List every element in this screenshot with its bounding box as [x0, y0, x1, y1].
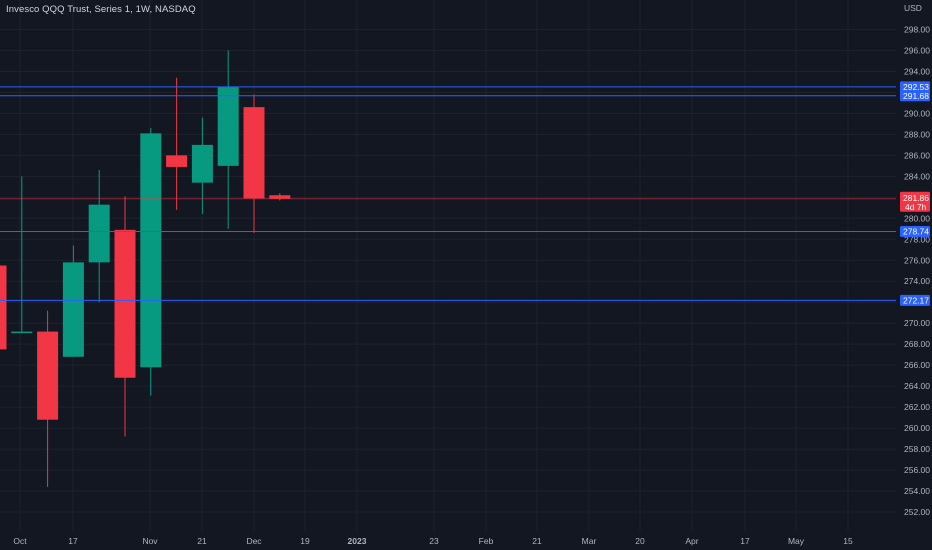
- x-tick-label: Nov: [142, 536, 158, 546]
- x-tick-label: May: [788, 536, 805, 546]
- last-price-tag: [900, 191, 930, 212]
- y-tick-label: 276.00: [904, 255, 930, 265]
- y-tick-label: 290.00: [904, 108, 930, 118]
- y-tick-label: 268.00: [904, 339, 930, 349]
- chart-title: Invesco QQQ Trust, Series 1, 1W, NASDAQ: [6, 4, 196, 15]
- candle-body: [243, 107, 265, 199]
- candle-body: [191, 144, 213, 183]
- level-price-label: 292.53: [903, 82, 929, 92]
- candle-body: [114, 229, 136, 378]
- candle-body: [217, 87, 239, 166]
- y-tick-label: 294.00: [904, 66, 930, 76]
- candle-body: [166, 155, 188, 167]
- y-tick-label: 256.00: [904, 465, 930, 475]
- x-tick-label: 15: [843, 536, 853, 546]
- x-tick-label: 17: [68, 536, 78, 546]
- level-price-tag: [900, 90, 930, 102]
- candle-body: [62, 262, 84, 357]
- y-tick-label: 252.00: [904, 507, 930, 517]
- y-tick-label: 254.00: [904, 486, 930, 496]
- level-price-label: 272.17: [903, 295, 929, 305]
- level-price-label: 291.68: [903, 91, 929, 101]
- x-tick-label: Dec: [246, 536, 262, 546]
- candle-body: [88, 204, 110, 263]
- y-tick-label: 284.00: [904, 171, 930, 181]
- y-tick-label: 258.00: [904, 444, 930, 454]
- y-tick-label: 266.00: [904, 360, 930, 370]
- y-tick-label: 296.00: [904, 45, 930, 55]
- x-tick-label: 21: [197, 536, 207, 546]
- level-price-tag: [900, 294, 930, 306]
- x-tick-label: Mar: [582, 536, 597, 546]
- bar-countdown-label: 4d 7h: [905, 202, 927, 212]
- x-tick-label: 19: [300, 536, 310, 546]
- y-tick-label: 286.00: [904, 150, 930, 160]
- x-tick-label: Feb: [479, 536, 494, 546]
- y-tick-label: 280.00: [904, 213, 930, 223]
- candle-body: [269, 195, 291, 199]
- y-tick-label: 274.00: [904, 276, 930, 286]
- x-tick-label: Apr: [685, 536, 698, 546]
- x-tick-label: 17: [740, 536, 750, 546]
- candle-body: [11, 331, 33, 334]
- y-tick-label: 262.00: [904, 402, 930, 412]
- level-price-tag: [900, 226, 930, 238]
- candle-body: [140, 133, 162, 368]
- x-tick-label: 20: [635, 536, 645, 546]
- currency-label: USD: [904, 3, 922, 13]
- last-price-label: 281.86: [903, 193, 929, 203]
- y-tick-label: 264.00: [904, 381, 930, 391]
- y-tick-label: 298.00: [904, 25, 930, 35]
- candle-body: [37, 331, 59, 420]
- level-price-tag: [900, 81, 930, 93]
- candle-body: [0, 265, 7, 350]
- x-tick-label: Oct: [13, 536, 27, 546]
- y-tick-label: 288.00: [904, 129, 930, 139]
- x-tick-label: 21: [532, 536, 542, 546]
- y-tick-label: 270.00: [904, 318, 930, 328]
- x-tick-label: 23: [429, 536, 439, 546]
- y-tick-label: 278.00: [904, 234, 930, 244]
- x-tick-label: 2023: [348, 536, 367, 546]
- y-tick-label: 260.00: [904, 423, 930, 433]
- level-price-label: 278.74: [903, 227, 929, 237]
